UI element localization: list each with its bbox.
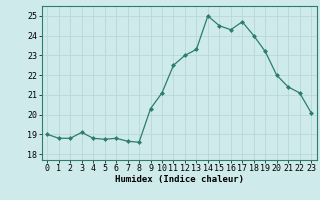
X-axis label: Humidex (Indice chaleur): Humidex (Indice chaleur) [115,175,244,184]
